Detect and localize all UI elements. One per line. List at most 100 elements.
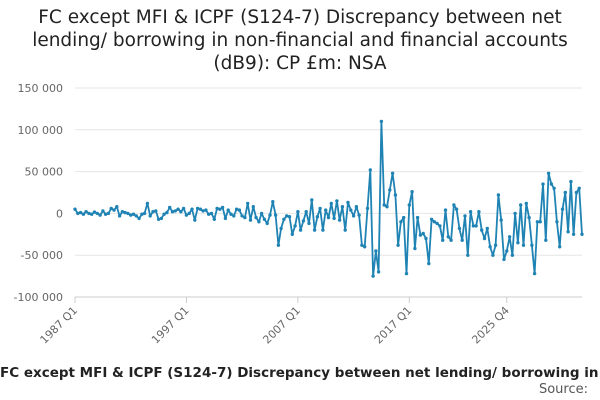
data-point [441, 238, 445, 242]
data-point [396, 243, 400, 247]
data-point [246, 201, 250, 206]
data-point [555, 220, 559, 224]
data-point [223, 216, 228, 221]
data-point [580, 232, 584, 236]
data-point [173, 209, 177, 213]
data-point [524, 201, 528, 206]
data-point [496, 193, 501, 197]
data-point [259, 211, 264, 216]
data-point [95, 211, 100, 216]
data-point [145, 201, 150, 206]
data-point [471, 224, 476, 228]
data-point [315, 215, 320, 219]
data-point [165, 210, 169, 215]
data-point [321, 228, 325, 232]
data-point [354, 205, 359, 209]
data-point [190, 207, 194, 211]
y-tick-label: -100 000 [14, 291, 63, 304]
data-point [87, 211, 91, 216]
data-point [457, 226, 462, 231]
data-point [577, 186, 581, 190]
y-tick-label: 0 [56, 207, 63, 220]
data-point [452, 203, 456, 207]
data-point [257, 220, 261, 224]
data-point [220, 205, 225, 210]
data-point [446, 235, 450, 239]
y-axis: -100 000 -50 000 0 50 000 100 000 150 000 [14, 82, 63, 304]
data-point [131, 212, 136, 216]
data-point [226, 208, 230, 212]
data-point [304, 210, 308, 214]
data-point [402, 215, 406, 220]
data-point [435, 221, 439, 226]
data-point [521, 243, 526, 247]
data-point [535, 220, 540, 224]
data-point [357, 213, 361, 217]
data-point [151, 210, 155, 214]
data-point [117, 214, 122, 218]
data-point [424, 236, 428, 241]
data-point [285, 214, 289, 218]
data-point [379, 119, 384, 124]
data-point [393, 193, 398, 197]
data-point [432, 220, 437, 224]
data-point [243, 215, 247, 220]
data-point [499, 218, 503, 222]
data-point [198, 207, 203, 211]
data-point [337, 218, 342, 222]
data-point [207, 212, 211, 216]
data-point [176, 207, 180, 211]
source-label: Source: [538, 382, 588, 397]
grid [75, 87, 582, 298]
data-point [360, 243, 364, 247]
data-point [376, 270, 381, 274]
data-point [204, 208, 208, 212]
data-point [421, 231, 425, 236]
data-point [81, 212, 86, 216]
data-point [343, 228, 347, 232]
data-point [293, 224, 297, 228]
data-point [530, 243, 534, 247]
data-point [251, 205, 255, 209]
legend-label: FC except MFI & ICPF (S124-7) Discrepanc… [0, 365, 600, 381]
data-point [78, 210, 83, 215]
data-point [502, 257, 506, 262]
data-point [103, 212, 108, 216]
data-point [443, 208, 448, 212]
data-point [413, 246, 417, 251]
data-point [560, 207, 565, 211]
data-point [418, 233, 423, 237]
data-point [527, 215, 531, 220]
data-point [454, 207, 459, 211]
data-point [209, 211, 214, 216]
data-point [298, 228, 303, 232]
data-point [112, 208, 116, 212]
data-point [287, 215, 292, 219]
data-point [98, 213, 102, 217]
data-point [101, 209, 105, 213]
data-point [310, 198, 314, 202]
data-point [552, 186, 556, 190]
data-point [92, 210, 97, 214]
data-point [365, 206, 370, 211]
data-point [371, 274, 375, 278]
data-point [215, 206, 219, 211]
data-point [137, 216, 141, 221]
y-tick-label: 100 000 [18, 124, 64, 137]
x-tick-label: 2007 Q1 [260, 304, 303, 347]
data-point [351, 214, 356, 218]
data-point [460, 238, 464, 242]
data-point [388, 188, 392, 192]
data-point [84, 210, 88, 214]
data-point [156, 217, 161, 221]
data-point [234, 207, 239, 211]
data-point [480, 228, 484, 232]
x-tick-label: 2017 Q1 [372, 304, 415, 347]
data-point [129, 213, 133, 217]
data-point [301, 219, 306, 223]
data-point [187, 211, 191, 216]
data-point [449, 238, 453, 242]
data-point [265, 221, 269, 226]
data-point [368, 168, 372, 172]
data-point [493, 243, 498, 247]
